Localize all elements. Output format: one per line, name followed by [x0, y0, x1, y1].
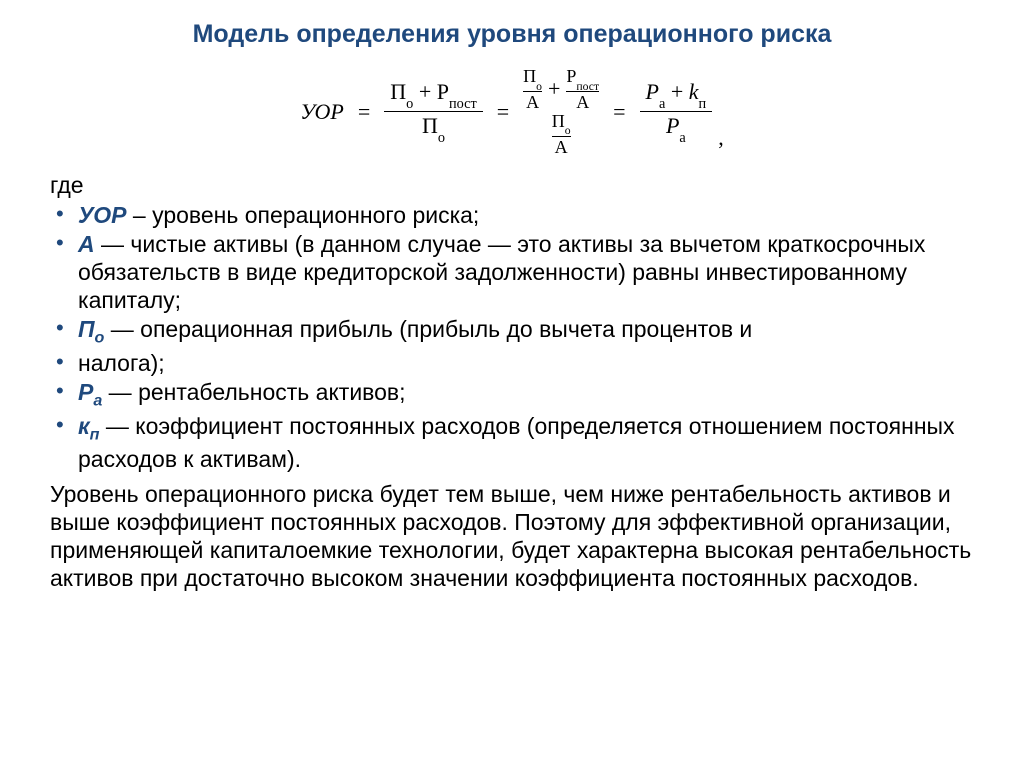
- def-text: чистые активы (в данном случае — это акт…: [78, 231, 925, 313]
- formula-block: УОР = По + Рпост По = ПоА + РпостА ПоА =: [50, 67, 974, 157]
- equals-sign: =: [497, 99, 509, 125]
- list-item: По — операционная прибыль (прибыль до вы…: [50, 315, 974, 348]
- paragraph: Уровень операционного риска будет тем вы…: [50, 480, 974, 592]
- def-text: рентабельность активов;: [138, 379, 405, 405]
- equals-sign: =: [358, 99, 370, 125]
- body-text: где УОР – уровень операционного риска; А…: [50, 171, 974, 592]
- list-item: УОР – уровень операционного риска;: [50, 201, 974, 229]
- list-item: кп — коэффициент постоянных расходов (оп…: [50, 412, 974, 473]
- def-text: налога);: [78, 350, 165, 376]
- fraction-1: По + Рпост По: [384, 80, 482, 143]
- def-text: операционная прибыль (прибыль до вычета …: [140, 316, 752, 342]
- slide: Модель определения уровня операционного …: [0, 0, 1024, 622]
- equals-sign: =: [613, 99, 625, 125]
- list-item: налога);: [50, 349, 974, 377]
- def-text: уровень операционного риска;: [152, 202, 479, 228]
- page-title: Модель определения уровня операционного …: [50, 20, 974, 49]
- list-item: Ра — рентабельность активов;: [50, 378, 974, 411]
- fraction-2: ПоА + РпостА ПоА: [523, 67, 599, 157]
- def-text: коэффициент постоянных расходов (определ…: [78, 413, 955, 472]
- where-label: где: [50, 171, 974, 199]
- formula-comma: ,: [718, 125, 724, 151]
- formula: УОР = По + Рпост По = ПоА + РпостА ПоА =: [300, 67, 723, 157]
- fraction-3: Pа + kп Pа: [640, 80, 713, 143]
- symbol: кп: [78, 413, 100, 439]
- list-item: А — чистые активы (в данном случае — это…: [50, 230, 974, 314]
- symbol: Ра: [78, 379, 102, 405]
- definition-list: УОР – уровень операционного риска; А — ч…: [50, 201, 974, 474]
- formula-lhs: УОР: [300, 99, 344, 125]
- symbol: УОР: [78, 202, 127, 228]
- symbol: По: [78, 316, 104, 342]
- symbol: А: [78, 231, 95, 257]
